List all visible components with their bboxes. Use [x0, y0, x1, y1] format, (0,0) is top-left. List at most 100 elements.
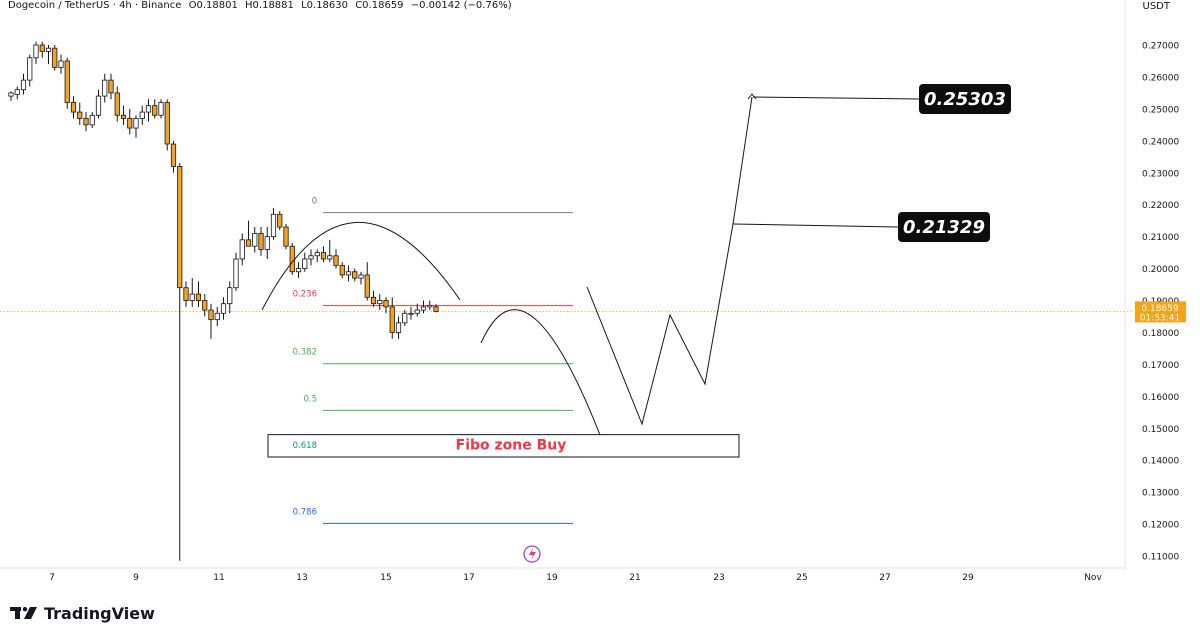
symbol-title: Dogecoin / TetherUS · 4h · Binance [8, 0, 182, 11]
candle [77, 111, 83, 119]
y-tick-label: 0.21000 [1142, 233, 1179, 243]
fib-level-label: 0.382 [293, 348, 317, 358]
candle [345, 271, 352, 276]
y-tick-label: 0.18000 [1142, 329, 1179, 339]
candle [270, 213, 277, 238]
forecast-path [586, 96, 753, 426]
ohlc-high: H0.18881 [245, 0, 294, 11]
candle [389, 306, 395, 333]
ohlc-close: C0.18659 [355, 0, 404, 11]
candle [327, 255, 333, 260]
y-tick-label: 0.15000 [1142, 425, 1179, 435]
y-tick-label: 0.27000 [1142, 42, 1179, 52]
candle [58, 60, 64, 68]
candle [252, 233, 258, 247]
target2-callout-label: 0.25303 [924, 89, 1006, 110]
flash-icon[interactable] [523, 545, 541, 563]
y-tick-label: 0.12000 [1142, 521, 1179, 531]
candle [377, 300, 383, 305]
y-tick-label: 0.13000 [1142, 489, 1179, 499]
candle [383, 300, 389, 308]
candle [314, 252, 320, 257]
target2-connector [752, 96, 920, 100]
fibo-zone-label: Fibo zone Buy [456, 438, 567, 454]
chart-area[interactable]: 0.27000 0.26000 0.25000 0.24000 0.23000 0.220… [0, 0, 1200, 600]
candle [433, 306, 439, 312]
last-price-label: 0.18659 [1141, 304, 1178, 314]
candle [27, 57, 33, 81]
tradingview-mark-icon [10, 607, 37, 619]
candle [214, 312, 220, 321]
candle [139, 111, 145, 119]
candle [408, 312, 414, 315]
candle [152, 105, 158, 116]
candle [277, 213, 283, 228]
y-tick-label: 0.14000 [1142, 457, 1179, 467]
x-tick-label: 29 [962, 573, 974, 583]
candle [427, 304, 433, 308]
x-tick-label: Nov [1084, 573, 1102, 583]
candle [183, 287, 189, 301]
candle [95, 95, 102, 116]
candle [233, 258, 239, 289]
fib-level-label: 0.786 [293, 507, 317, 517]
y-tick-label: 0.16000 [1142, 393, 1179, 403]
candle [114, 92, 120, 116]
candle [102, 79, 108, 97]
candle [358, 274, 364, 279]
candle [302, 258, 308, 269]
candle [195, 293, 202, 301]
candle [177, 165, 183, 289]
candle [83, 118, 89, 126]
target1-connector [732, 223, 899, 228]
x-tick-label: 13 [296, 573, 307, 583]
candle [320, 252, 327, 260]
target2-callout-box [919, 84, 1011, 114]
candlestick-chart[interactable]: 0.27000 0.26000 0.25000 0.24000 0.23000 0.220… [0, 0, 1200, 600]
x-tick-label: 21 [629, 573, 640, 583]
candle [202, 300, 208, 311]
candle [352, 271, 358, 279]
candle [420, 306, 427, 311]
fib-level-label: 0.5 [303, 394, 317, 404]
candle [120, 114, 127, 119]
candle [70, 102, 77, 113]
candle [289, 245, 295, 273]
fib-level-label: 0.618 [293, 441, 317, 451]
candle [189, 293, 195, 301]
fib-level-label: 0.236 [293, 290, 317, 300]
candle [370, 296, 377, 305]
rounding-top-arc [261, 222, 461, 311]
fibo-buy-zone [267, 434, 740, 458]
candle [164, 102, 170, 145]
x-tick-label: 9 [133, 573, 139, 583]
candle [395, 322, 402, 333]
candle [283, 226, 289, 247]
candle [8, 92, 14, 97]
candle [33, 44, 39, 59]
candle [414, 309, 420, 314]
candle [245, 239, 252, 247]
fib-level-label: 0 [312, 197, 317, 207]
candle [14, 89, 20, 95]
x-tick-label: 27 [879, 573, 890, 583]
candle [39, 44, 45, 52]
ohlc-open: O0.18801 [188, 0, 238, 11]
y-tick-label: 0.24000 [1142, 137, 1179, 147]
candle [133, 118, 139, 129]
x-tick-label: 15 [380, 573, 391, 583]
ohlc-low: L0.18630 [301, 0, 349, 11]
y-tick-label: 0.11000 [1142, 553, 1179, 563]
candle [208, 309, 214, 321]
y-tick-label: 0.23000 [1142, 169, 1179, 179]
candle [145, 105, 152, 113]
small-arc-projection [480, 309, 601, 436]
candle [45, 47, 52, 52]
target1-callout-box [898, 212, 990, 242]
tradingview-logo[interactable]: TradingView [10, 602, 155, 624]
candle [364, 274, 370, 298]
candle [170, 143, 177, 167]
price-change: −0.00142 (−0.76%) [410, 0, 512, 11]
candle [402, 312, 408, 324]
candle [239, 239, 245, 260]
